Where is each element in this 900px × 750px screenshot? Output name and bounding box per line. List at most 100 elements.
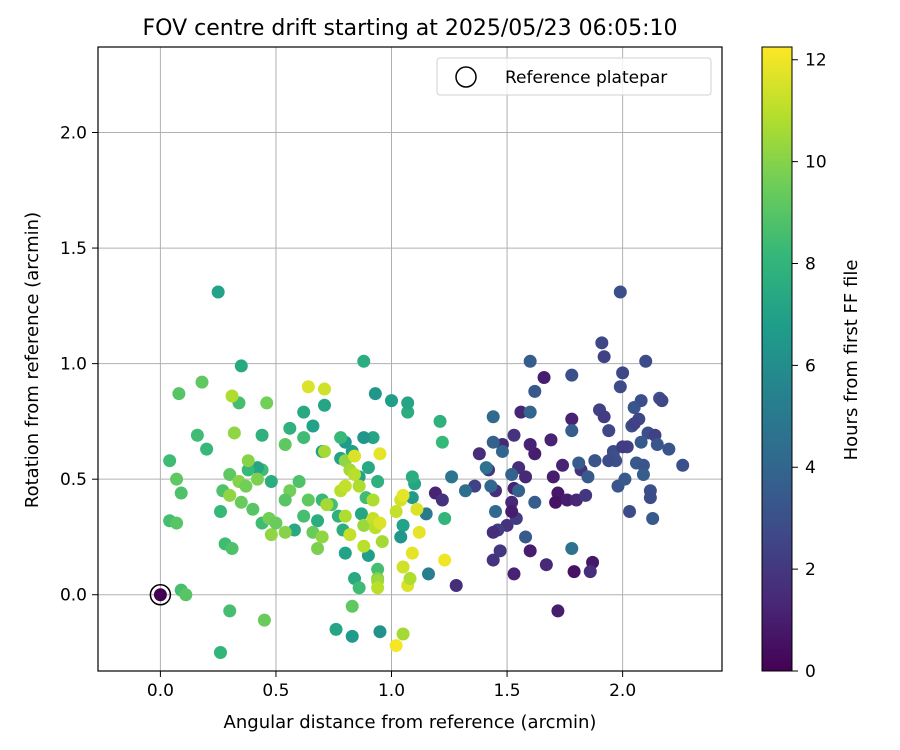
colorbar-label: Hours from first FF file [841,260,862,461]
data-point [433,414,447,428]
data-point [505,468,519,482]
data-point [410,502,424,516]
data-point [505,495,519,509]
data-point [320,498,334,512]
data-point [405,470,419,484]
data-point [297,509,311,523]
y-tick-label: 0.5 [60,470,87,490]
data-point [348,468,362,482]
data-point [528,495,542,509]
data-point [200,442,214,456]
data-point [223,604,237,618]
data-point [646,511,660,525]
data-point [618,472,632,486]
data-point [278,525,292,539]
colorbar [761,46,793,672]
data-point [435,435,449,449]
data-point [389,639,403,653]
data-point [317,398,331,412]
data-point [505,505,519,519]
data-point [572,456,586,470]
data-point [396,488,410,502]
data-point [438,511,452,525]
x-axis-label: Angular distance from reference (arcmin) [224,712,597,733]
data-point [345,599,359,613]
data-point [278,493,292,507]
data-point [537,370,551,384]
data-point [528,384,542,398]
data-point [213,505,227,519]
data-point [412,525,426,539]
data-point [225,389,239,403]
data-point [234,495,248,509]
data-point [255,428,269,442]
legend-marker [455,66,477,88]
data-point [170,472,184,486]
data-point [311,514,325,528]
data-point [643,491,657,505]
data-point [357,354,371,368]
data-point [662,442,676,456]
data-point [519,470,533,484]
data-point [523,405,537,419]
data-point [636,468,650,482]
data-point [544,433,558,447]
data-point [438,553,452,567]
data-point [523,544,537,558]
data-point [486,553,500,567]
data-point [486,435,500,449]
data-point [373,625,387,639]
data-point [357,431,371,445]
data-point [602,424,616,438]
data-points [163,285,690,660]
y-axis-ticks: 0.0 0.5 1.0 1.5 2.0 [60,124,98,606]
x-tick-label: 0.5 [262,681,289,701]
data-point [613,285,627,299]
data-point [283,421,297,435]
data-point [190,428,204,442]
data-point [373,447,387,461]
data-point [257,613,271,627]
data-point [396,518,410,532]
data-point [567,565,581,579]
data-point [650,438,664,452]
data-point [551,604,565,618]
data-point [315,530,329,544]
data-point [556,458,570,472]
data-point [445,470,459,484]
data-point [634,435,648,449]
data-point [634,394,648,408]
colorbar-tick-label: 2 [805,560,816,580]
data-point [163,454,177,468]
data-point [260,396,274,410]
data-point [246,502,260,516]
data-point [401,396,415,410]
data-point [338,479,352,493]
data-point [639,354,653,368]
gridlines [98,47,722,671]
data-point [512,484,526,498]
y-tick-label: 0.0 [60,586,87,606]
data-point [297,431,311,445]
data-point [602,454,616,468]
data-point [334,431,348,445]
data-point [239,479,253,493]
data-point [507,428,521,442]
colorbar-tick-label: 6 [805,356,816,376]
data-point [479,461,493,475]
data-point [371,474,385,488]
data-point [352,581,366,595]
data-point [519,530,533,544]
data-point [306,419,320,433]
data-point [565,412,579,426]
data-point [549,495,563,509]
data-point [385,394,399,408]
data-point [297,405,311,419]
colorbar-tick-label: 8 [805,254,816,274]
data-point [579,488,593,502]
y-tick-label: 1.5 [60,239,87,259]
reference-ring [149,583,172,606]
data-point [597,410,611,424]
data-point [357,539,371,553]
